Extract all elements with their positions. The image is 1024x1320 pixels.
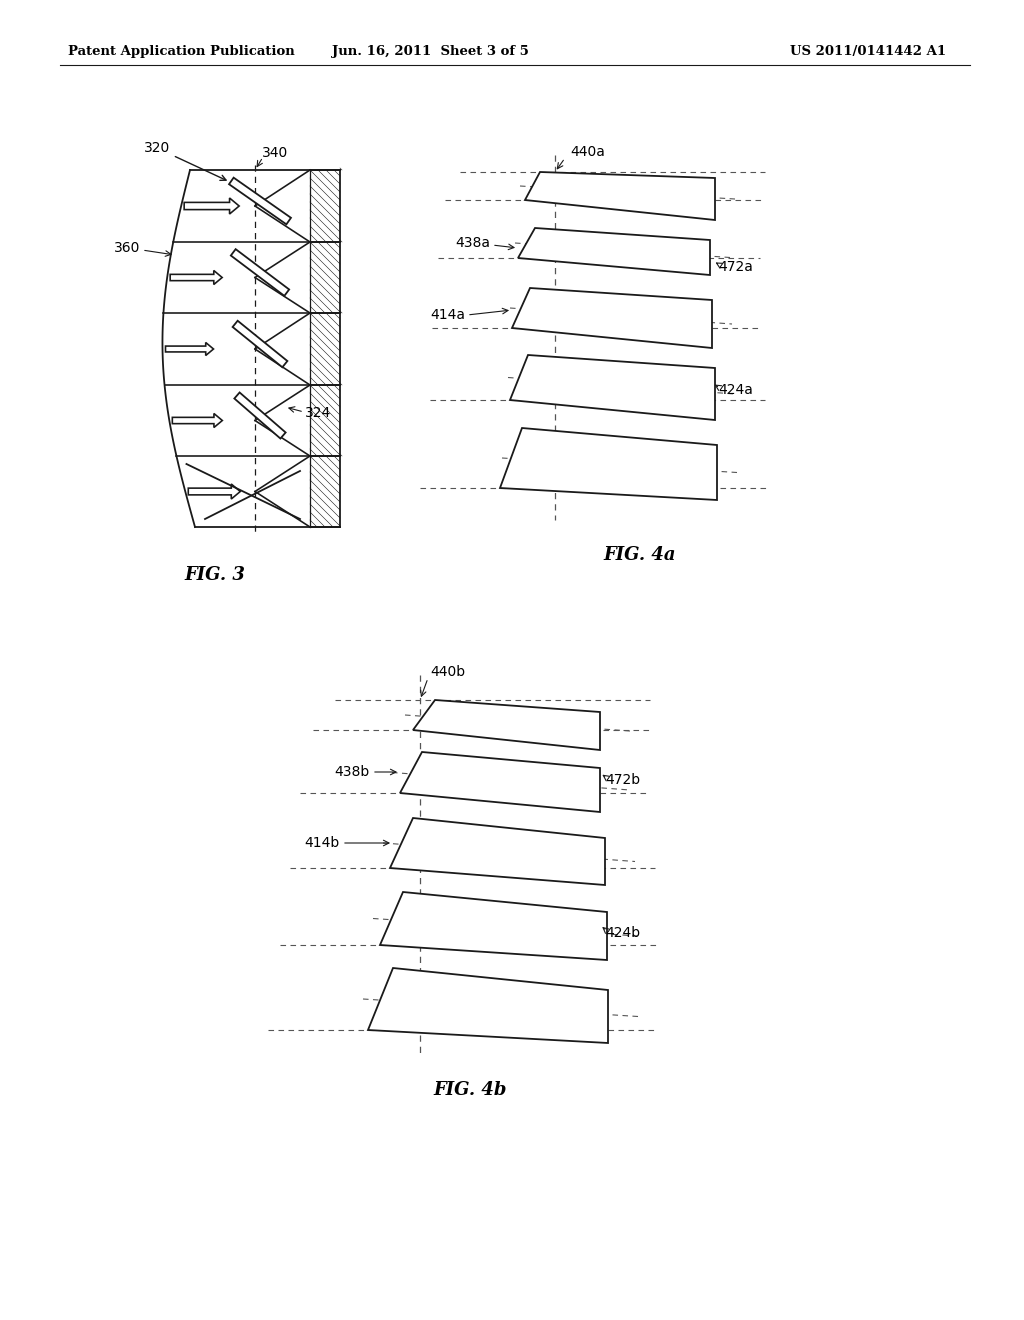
Text: 440a: 440a xyxy=(570,145,605,158)
Text: Patent Application Publication: Patent Application Publication xyxy=(68,45,295,58)
Polygon shape xyxy=(172,413,222,428)
Text: 360: 360 xyxy=(114,242,140,255)
Text: 438b: 438b xyxy=(335,766,370,779)
Polygon shape xyxy=(510,355,715,420)
Text: 414a: 414a xyxy=(430,308,465,322)
Polygon shape xyxy=(525,172,715,220)
Text: 424b: 424b xyxy=(605,927,640,940)
Polygon shape xyxy=(380,892,607,960)
Text: 472a: 472a xyxy=(718,260,753,275)
Polygon shape xyxy=(400,752,600,812)
Text: 414b: 414b xyxy=(305,836,340,850)
Polygon shape xyxy=(232,321,288,367)
Text: 438a: 438a xyxy=(455,236,490,249)
Text: 424a: 424a xyxy=(718,383,753,397)
Polygon shape xyxy=(390,818,605,884)
Polygon shape xyxy=(230,249,289,296)
Polygon shape xyxy=(229,178,291,224)
Polygon shape xyxy=(368,968,608,1043)
Polygon shape xyxy=(170,271,222,285)
Polygon shape xyxy=(500,428,717,500)
Text: FIG. 4b: FIG. 4b xyxy=(433,1081,507,1100)
Text: 472b: 472b xyxy=(605,774,640,787)
Polygon shape xyxy=(518,228,710,275)
Text: 440b: 440b xyxy=(430,665,465,678)
Text: 340: 340 xyxy=(262,147,288,160)
Polygon shape xyxy=(188,484,241,499)
Text: FIG. 4a: FIG. 4a xyxy=(604,546,676,564)
Polygon shape xyxy=(512,288,712,348)
Text: Jun. 16, 2011  Sheet 3 of 5: Jun. 16, 2011 Sheet 3 of 5 xyxy=(332,45,528,58)
Polygon shape xyxy=(234,392,286,438)
Text: 324: 324 xyxy=(305,407,331,420)
Polygon shape xyxy=(166,342,214,355)
Text: US 2011/0141442 A1: US 2011/0141442 A1 xyxy=(790,45,946,58)
Text: 320: 320 xyxy=(143,141,226,181)
Polygon shape xyxy=(184,198,240,214)
Text: FIG. 3: FIG. 3 xyxy=(184,566,246,583)
Polygon shape xyxy=(413,700,600,750)
